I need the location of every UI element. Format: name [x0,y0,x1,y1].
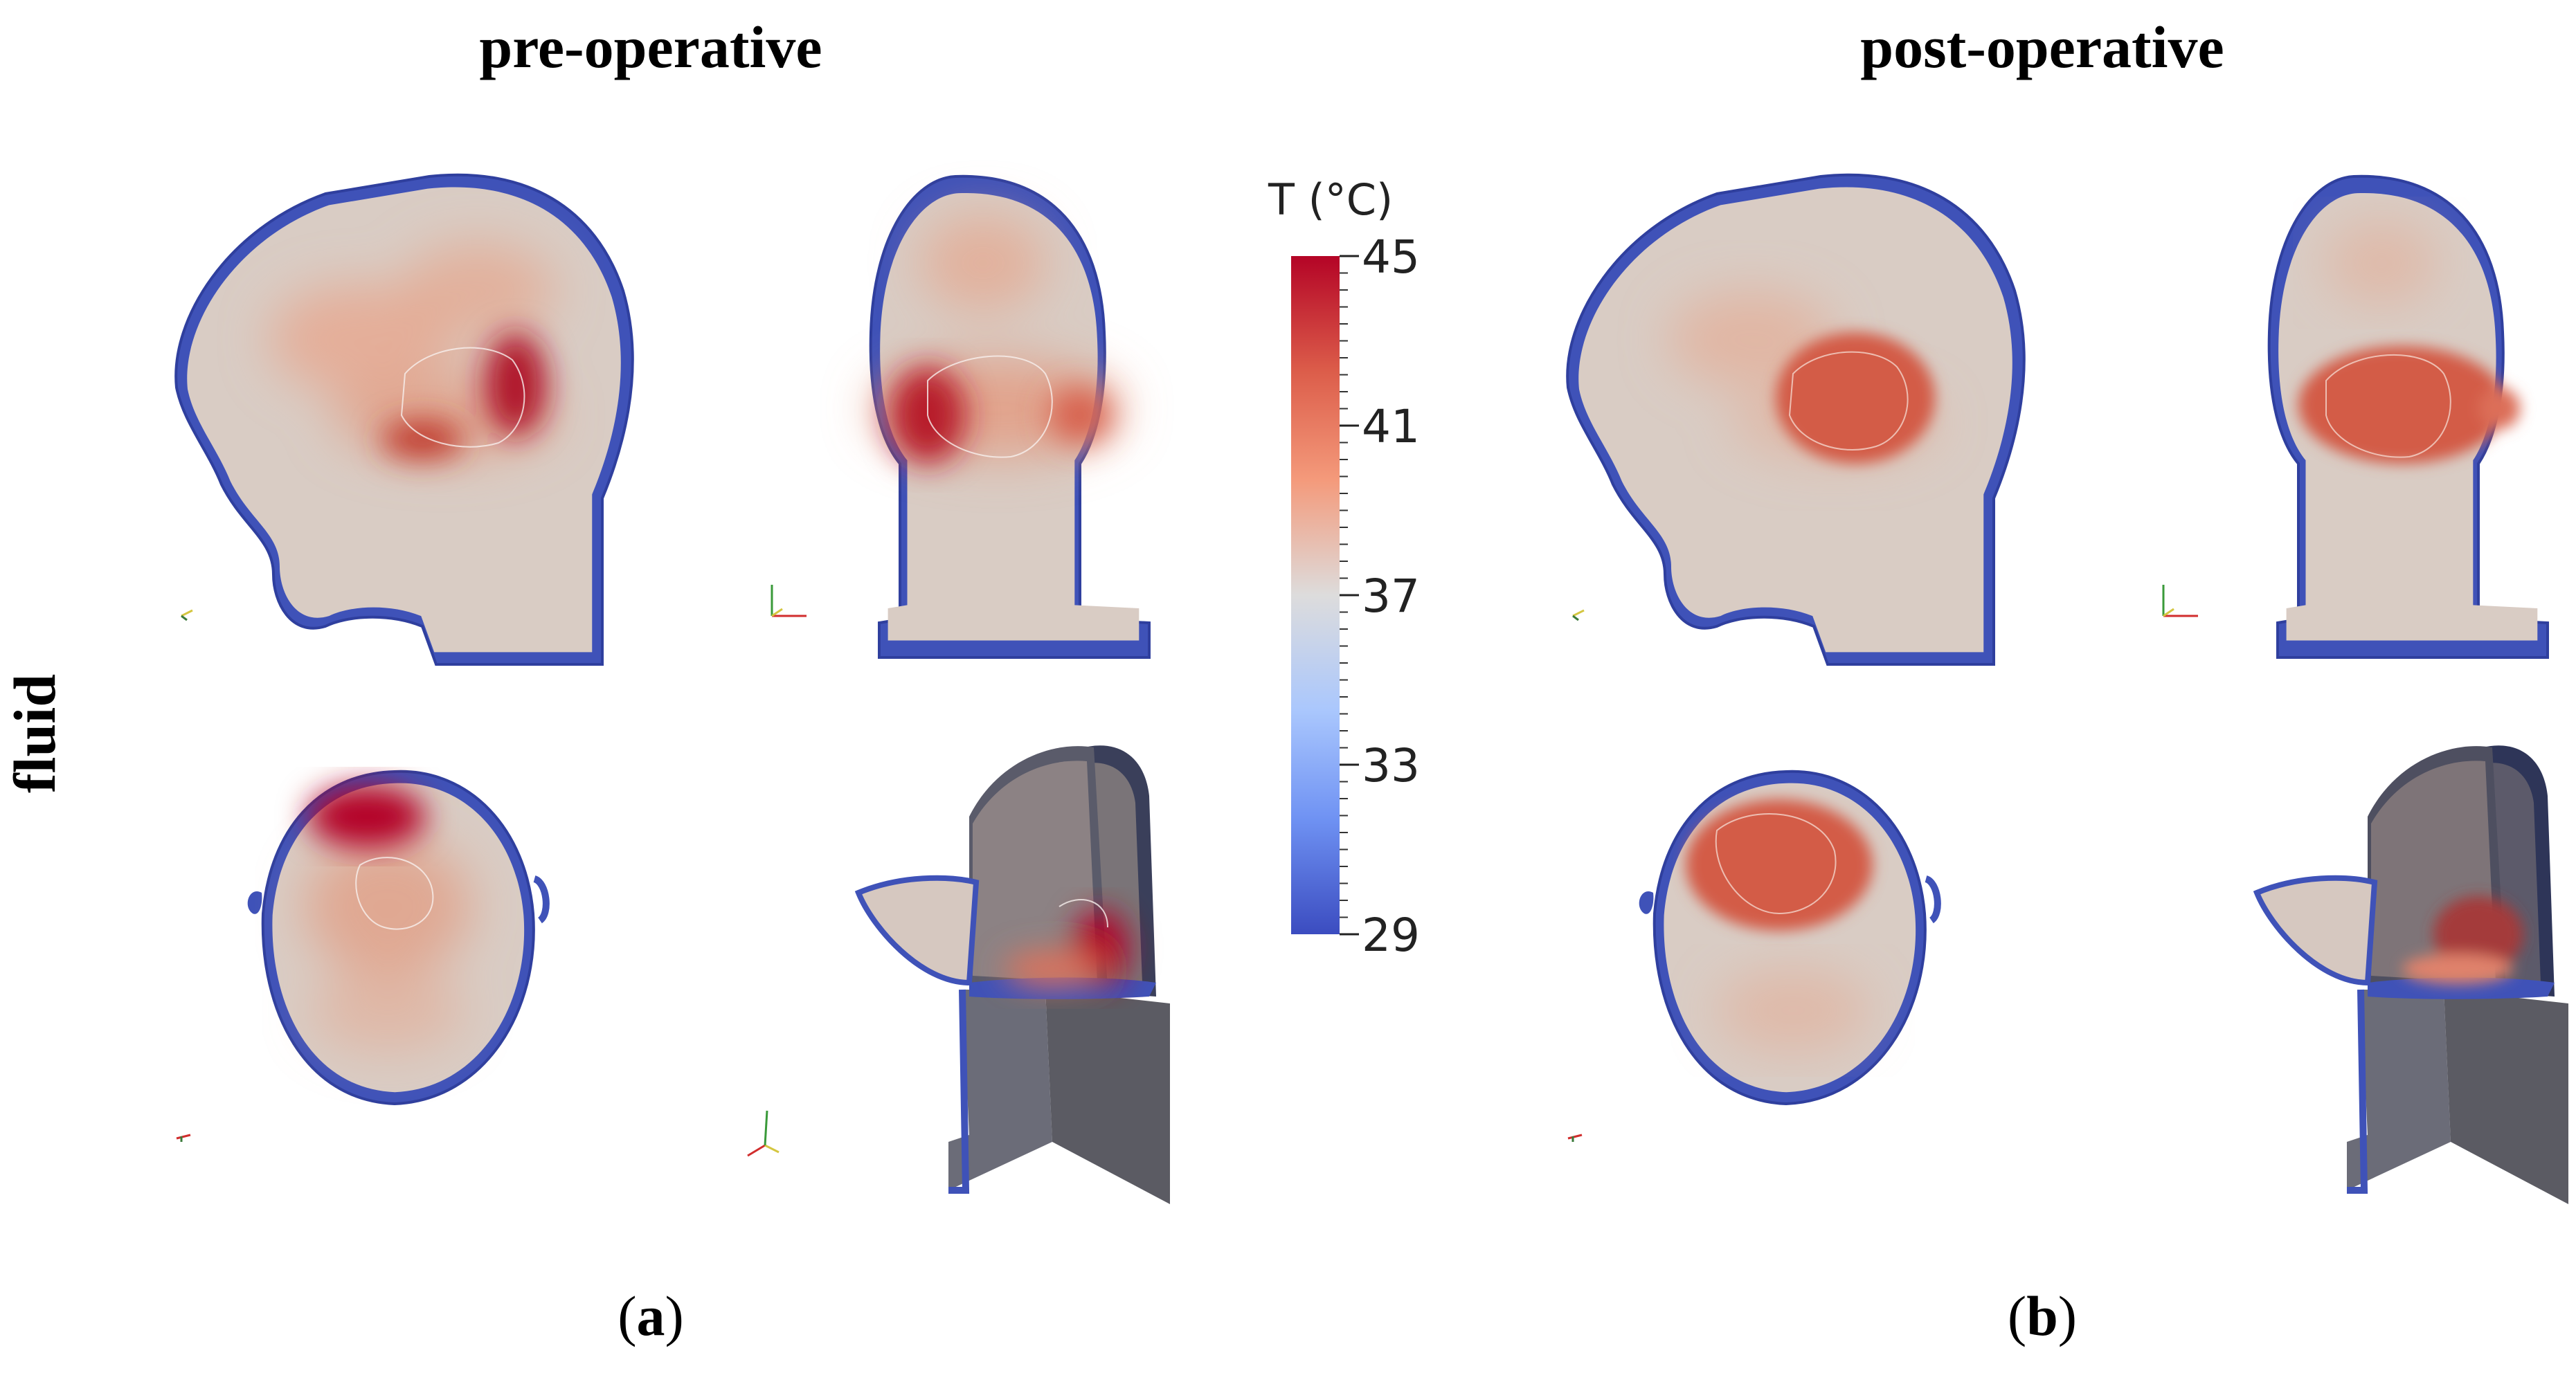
post-axial-view [1639,770,1941,1105]
colorbar: T (°C) 45 41 37 33 29 [1268,174,1420,962]
colorbar-tick-label: 41 [1362,400,1420,453]
panel-label-b: (b) [2007,1284,2078,1347]
colorbar-tick-label: 45 [1362,230,1420,284]
title-post-operative: post-operative [1860,14,2224,80]
axis-triad-icon [176,585,807,1157]
title-pre-operative: pre-operative [479,14,822,80]
post-coronal-view [2267,174,2549,659]
post-sagittal-view [1566,173,2026,666]
pre-coronal-view [869,174,1151,659]
pre-axial-view [247,770,550,1105]
colorbar-tick-label: 29 [1362,909,1420,962]
post-3d-cut-view [2253,745,2568,1204]
axis-triad-icon [1567,585,2198,1142]
pre-sagittal-view [174,173,634,666]
colorbar-title: T (°C) [1268,174,1393,225]
pre-3d-cut-view [854,745,1170,1204]
colorbar-scale [1291,256,1340,934]
colorbar-ticks: 45 41 37 33 29 [1340,230,1420,962]
colorbar-tick-label: 37 [1362,570,1420,623]
colorbar-tick-label: 33 [1362,739,1420,792]
panel-label-a: (a) [618,1284,684,1347]
